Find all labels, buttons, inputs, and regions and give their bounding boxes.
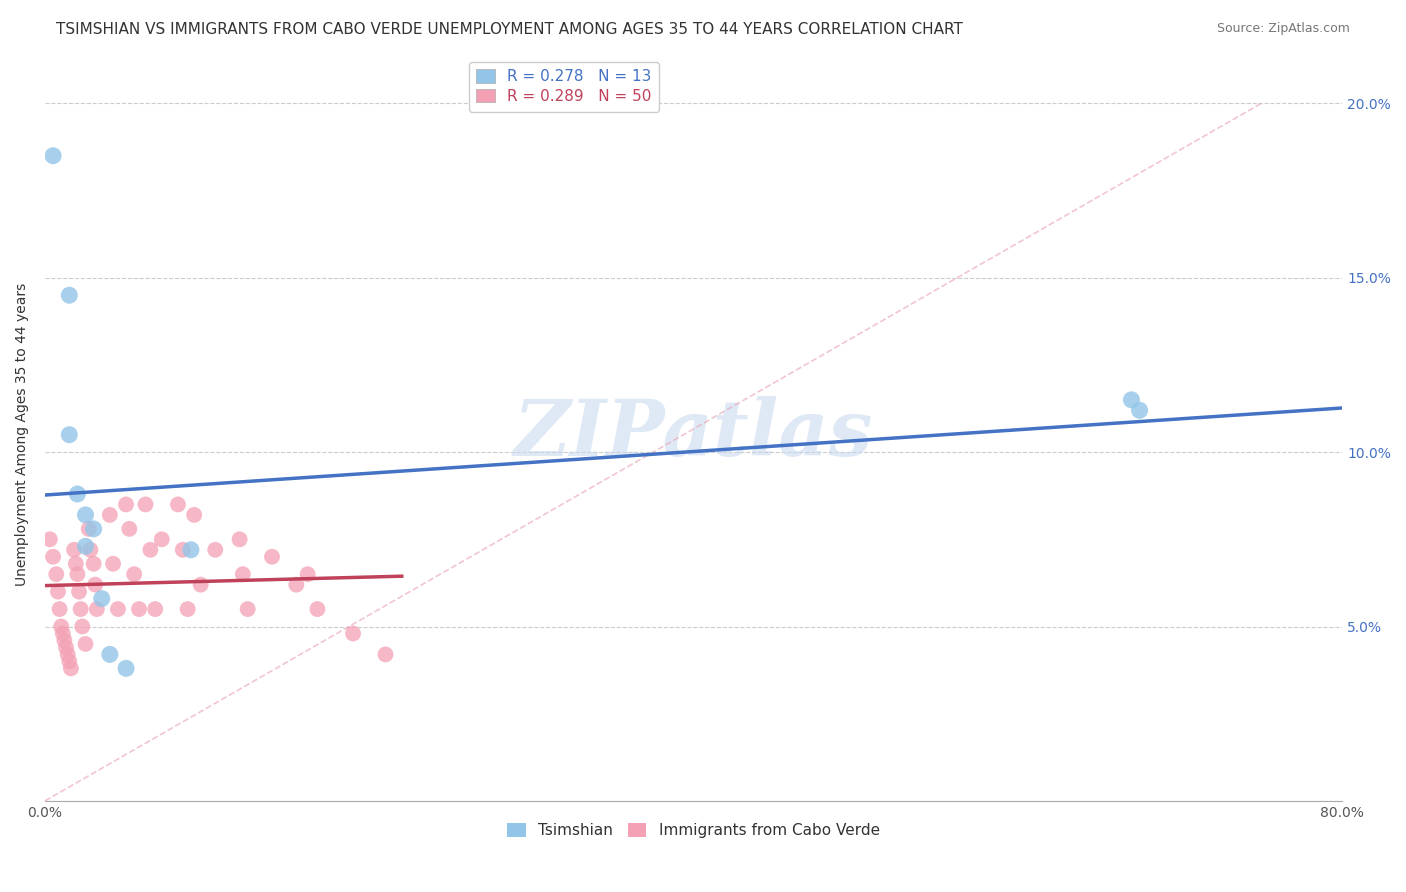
Point [84,577,107,591]
Point [1121,392,1143,407]
Point [122,567,145,582]
Point [115,498,138,512]
Point [1128,403,1150,417]
Point [48,602,70,616]
Point [176,602,198,616]
Point [83,522,105,536]
Point [75,508,97,522]
Point [58,427,80,442]
Legend: Tsimshian, Immigrants from Cabo Verde: Tsimshian, Immigrants from Cabo Verde [502,817,886,845]
Point [66,567,89,582]
Point [342,626,364,640]
Point [51,619,73,633]
Point [53,633,76,648]
Point [190,577,212,591]
Point [232,567,254,582]
Point [42,549,65,564]
Text: Source: ZipAtlas.com: Source: ZipAtlas.com [1216,22,1350,36]
Y-axis label: Unemployment Among Ages 35 to 44 years: Unemployment Among Ages 35 to 44 years [15,283,30,586]
Point [56,648,79,662]
Point [134,498,156,512]
Point [139,542,162,557]
Point [228,533,250,547]
Point [58,288,80,302]
Point [118,522,141,536]
Point [42,149,65,163]
Point [75,539,97,553]
Point [55,640,77,655]
Text: TSIMSHIAN VS IMMIGRANTS FROM CABO VERDE UNEMPLOYMENT AMONG AGES 35 TO 44 YEARS C: TSIMSHIAN VS IMMIGRANTS FROM CABO VERDE … [56,22,963,37]
Point [150,533,173,547]
Point [83,557,105,571]
Point [101,557,124,571]
Point [58,654,80,668]
Point [374,648,396,662]
Point [38,533,60,547]
Point [143,602,166,616]
Point [167,498,190,512]
Point [52,626,75,640]
Point [297,567,319,582]
Point [45,567,67,582]
Point [63,542,86,557]
Point [66,487,89,501]
Point [107,602,129,616]
Point [183,508,205,522]
Point [128,602,150,616]
Point [77,522,100,536]
Point [46,584,69,599]
Point [285,577,308,591]
Point [79,542,101,557]
Point [65,557,87,571]
Point [86,602,108,616]
Point [115,661,138,675]
Point [236,602,259,616]
Point [98,508,121,522]
Point [59,661,82,675]
Point [307,602,329,616]
Point [69,602,91,616]
Text: ZIPatlas: ZIPatlas [515,396,873,473]
Point [204,542,226,557]
Point [67,584,90,599]
Point [75,637,97,651]
Point [98,648,121,662]
Point [90,591,112,606]
Point [180,542,202,557]
Point [260,549,283,564]
Point [72,619,94,633]
Point [172,542,194,557]
